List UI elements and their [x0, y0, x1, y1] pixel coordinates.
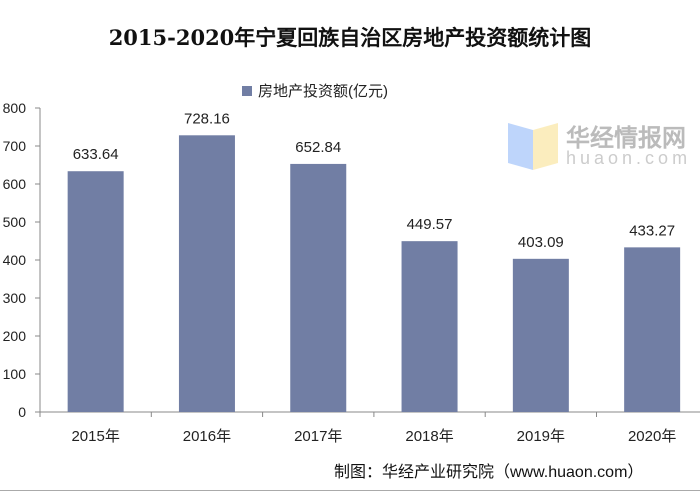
x-tick-label: 2018年	[405, 428, 453, 445]
x-tick-label: 2020年	[628, 428, 676, 445]
watermark-text: 华经情报网	[566, 125, 686, 152]
data-label: 728.16	[184, 110, 230, 127]
y-tick-label: 500	[3, 214, 27, 230]
y-tick-label: 700	[3, 138, 27, 154]
divider	[0, 490, 700, 491]
y-tick-label: 100	[3, 366, 27, 382]
bar	[178, 135, 235, 412]
x-tick-label: 2017年	[294, 428, 342, 445]
y-tick-label: 600	[3, 176, 27, 192]
legend-swatch	[242, 85, 252, 96]
x-tick-label: 2016年	[183, 428, 231, 445]
y-tick-label: 200	[3, 328, 27, 344]
x-tick-label: 2015年	[71, 428, 119, 445]
data-label: 403.09	[518, 234, 564, 251]
bar	[67, 171, 124, 412]
data-label: 633.64	[73, 146, 119, 163]
x-tick-label: 2019年	[517, 428, 565, 445]
bar	[512, 258, 569, 412]
legend-label: 房地产投资额(亿元)	[258, 83, 388, 100]
watermark-logo	[508, 118, 563, 175]
bar	[290, 163, 347, 412]
y-tick-label: 400	[3, 252, 27, 268]
y-tick-label: 800	[3, 100, 27, 116]
data-label: 433.27	[629, 222, 675, 239]
y-tick-label: 0	[18, 404, 26, 420]
y-tick-label: 300	[3, 290, 27, 306]
bar	[401, 241, 458, 412]
watermark-url: huaon.com	[566, 148, 692, 168]
data-label: 652.84	[295, 139, 341, 156]
data-label: 449.57	[407, 216, 453, 233]
source-note: 制图：华经产业研究院（www.huaon.com）	[334, 464, 644, 481]
legend: 房地产投资额(亿元)	[242, 80, 388, 101]
chart-title: 2015-2020年宁夏回族自治区房地产投资额统计图	[108, 25, 592, 50]
bar	[624, 247, 681, 412]
